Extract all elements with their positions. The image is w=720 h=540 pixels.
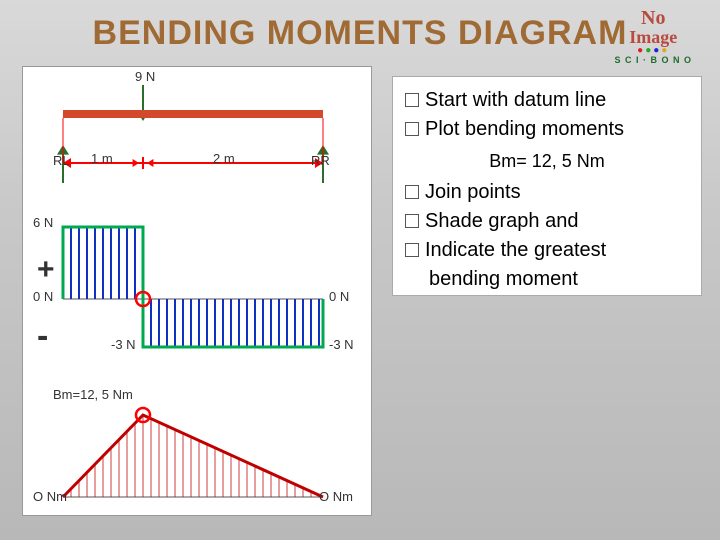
shear-bot-l: -3 N <box>111 337 136 352</box>
checkbox-icon <box>405 214 419 228</box>
bm-value-line: Bm= 12, 5 Nm <box>405 149 689 173</box>
load-label: 9 N <box>135 69 155 84</box>
span2-label: 2 m <box>213 151 235 166</box>
checkbox-icon <box>405 93 419 107</box>
moment-zero-right: O Nm <box>319 489 353 504</box>
bullet-5: Indicate the greatest <box>405 237 689 264</box>
bullet-2: Plot bending moments <box>405 116 689 143</box>
logo-image: Image <box>614 28 692 46</box>
span1-label: 1 m <box>91 151 113 166</box>
slide: BENDING MOMENTS DIAGRAM No Image ●●●● S … <box>0 0 720 540</box>
shear-zero-right: 0 N <box>329 289 349 304</box>
bullet-3: Join points <box>405 179 689 206</box>
shear-top-val: 6 N <box>33 215 53 230</box>
slide-title: BENDING MOMENTS DIAGRAM <box>0 14 720 53</box>
logo-no: No <box>614 8 692 28</box>
bullet-1-text: Start with datum line <box>425 89 606 111</box>
shear-zero-left: 0 N <box>33 289 53 304</box>
diagram-svg <box>23 67 373 517</box>
bullet-2-text: Plot bending moments <box>425 118 624 140</box>
moment-zero-left: O Nm <box>33 489 67 504</box>
bullet-5-cont: bending moment <box>405 266 689 293</box>
title-text: BENDING MOMENTS DIAGRAM <box>93 14 628 52</box>
bm-peak-label: Bm=12, 5 Nm <box>53 387 133 402</box>
minus-sign: - <box>37 317 48 356</box>
shear-bot-r: -3 N <box>329 337 354 352</box>
rl-label: RL <box>53 153 70 168</box>
bullet-4: Shade graph and <box>405 208 689 235</box>
diagram-panel: 9 N RL RR 1 m 2 m 6 N + 0 N 0 N - -3 N -… <box>22 66 372 516</box>
bullet-5-text: Indicate the greatest <box>425 239 606 261</box>
bullet-1: Start with datum line <box>405 87 689 114</box>
checkbox-icon <box>405 243 419 257</box>
logo: No Image ●●●● S C I · B O N O <box>614 8 692 65</box>
plus-sign: + <box>37 253 55 287</box>
rr-label: RR <box>311 153 330 168</box>
checkbox-icon <box>405 185 419 199</box>
bullet-4-text: Shade graph and <box>425 210 578 232</box>
bullets-panel: Start with datum line Plot bending momen… <box>392 76 702 296</box>
logo-sub: S C I · B O N O <box>614 56 692 65</box>
checkbox-icon <box>405 122 419 136</box>
bullet-3-text: Join points <box>425 181 521 203</box>
